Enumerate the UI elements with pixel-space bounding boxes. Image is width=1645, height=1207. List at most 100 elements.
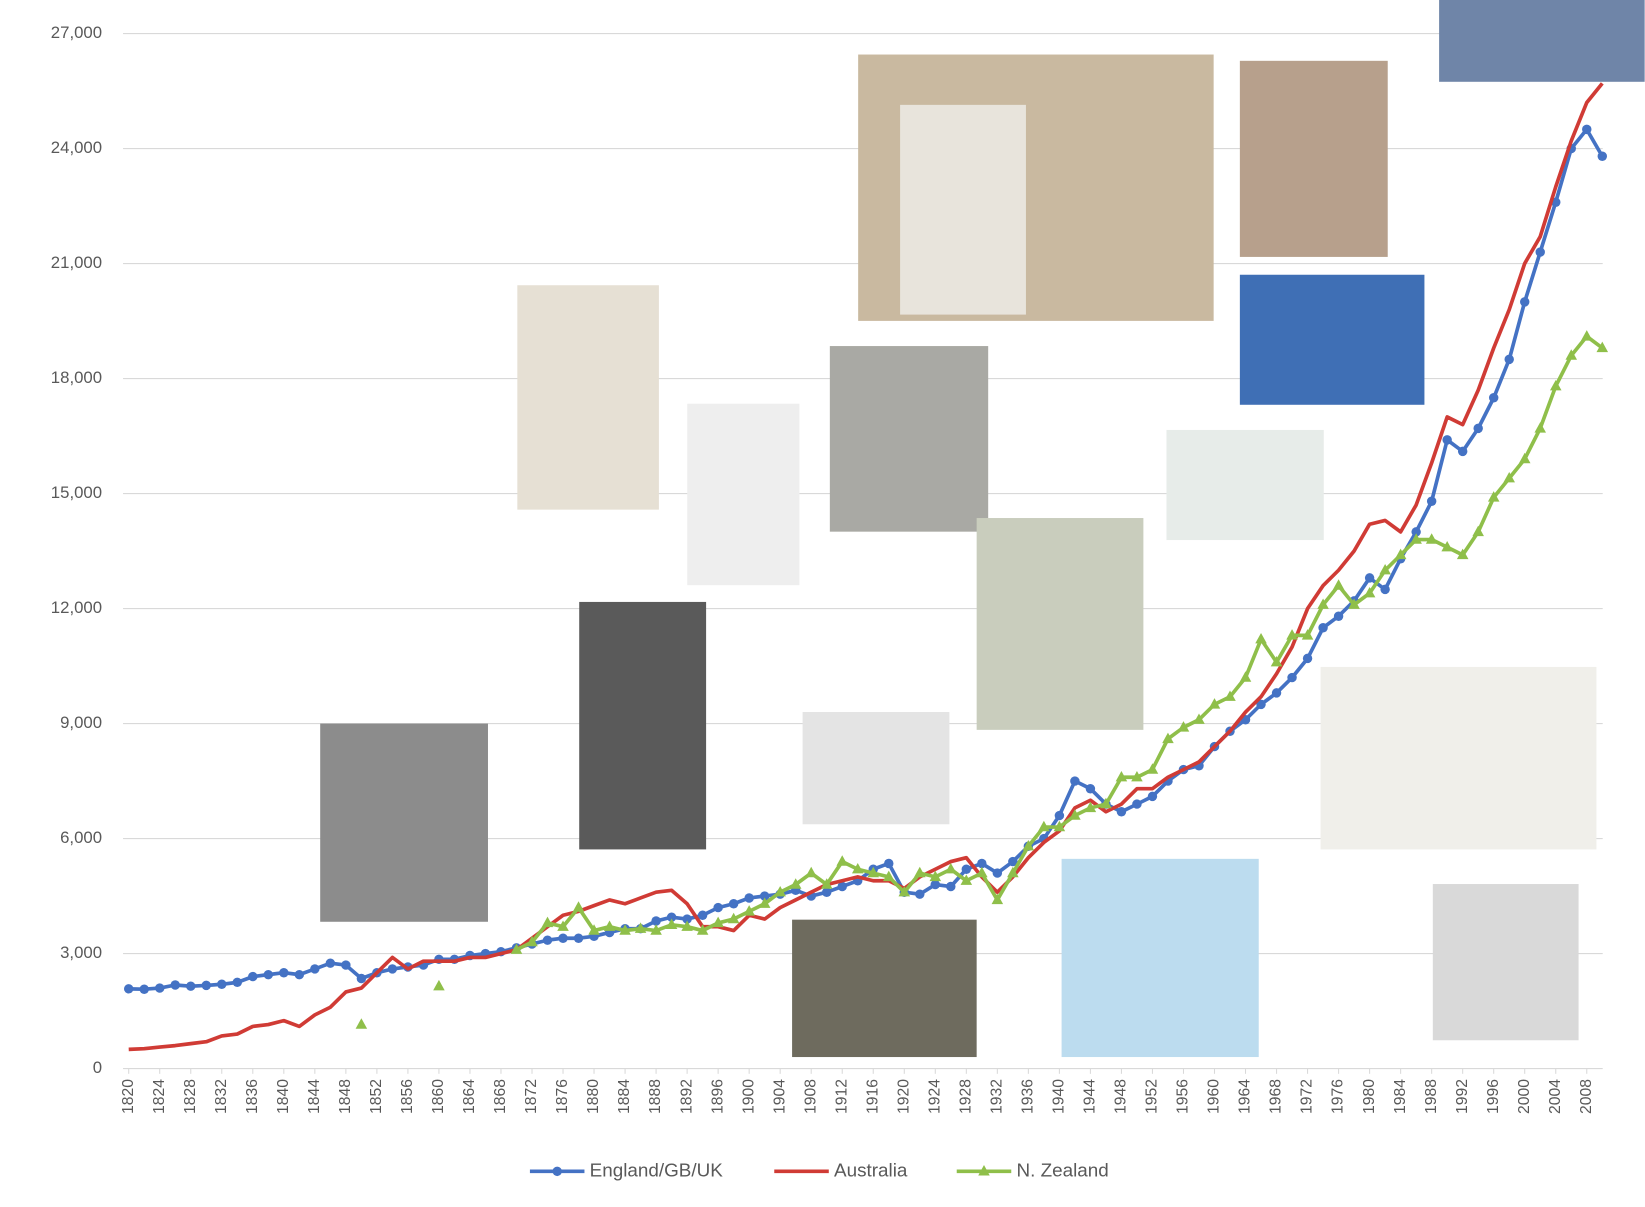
x-tick-label: 1936 — [1020, 1079, 1037, 1114]
point — [558, 934, 567, 943]
point — [1473, 424, 1482, 433]
point — [1055, 811, 1064, 820]
point — [1132, 799, 1141, 808]
point — [124, 984, 133, 993]
point — [171, 980, 180, 989]
toilet-image — [830, 346, 988, 532]
x-tick-label: 1916 — [864, 1079, 881, 1114]
point — [1333, 579, 1345, 589]
point — [1536, 247, 1545, 256]
train-image — [320, 724, 488, 922]
point — [744, 893, 753, 902]
x-tick-label: 1864 — [461, 1079, 478, 1114]
socket-image — [803, 712, 950, 824]
x-tick-label: 1944 — [1082, 1079, 1099, 1114]
x-tick-label: 1992 — [1454, 1079, 1471, 1114]
x-tick-label: 1884 — [616, 1079, 633, 1114]
point — [552, 1167, 561, 1176]
x-tick-label: 1928 — [957, 1079, 974, 1114]
x-tick-label: 2008 — [1578, 1079, 1595, 1114]
point — [388, 964, 397, 973]
point — [822, 888, 831, 897]
y-tick-label: 18,000 — [51, 368, 102, 387]
point — [356, 1018, 368, 1028]
legend-label: N. Zealand — [1017, 1159, 1109, 1180]
point — [1303, 654, 1312, 663]
x-tick-label: 1904 — [771, 1079, 788, 1114]
car-image — [792, 920, 977, 1057]
point — [1318, 623, 1327, 632]
point — [1458, 447, 1467, 456]
illustrations — [320, 0, 1644, 1057]
x-tick-label: 2004 — [1547, 1079, 1564, 1114]
point — [186, 981, 195, 990]
x-tick-label: 1860 — [430, 1079, 447, 1114]
x-tick-label: 1852 — [368, 1079, 385, 1114]
point — [713, 903, 722, 912]
point — [1365, 573, 1374, 582]
x-tick-label: 1824 — [151, 1079, 168, 1114]
lightbulb-image — [687, 404, 799, 585]
pills-image — [1166, 430, 1323, 540]
x-tick-label: 1932 — [988, 1079, 1005, 1114]
x-tick-label: 1964 — [1237, 1079, 1254, 1114]
mobile-phone-image — [1433, 884, 1579, 1040]
x-tick-label: 1968 — [1268, 1079, 1285, 1114]
y-tick-label: 0 — [93, 1058, 102, 1077]
point — [915, 889, 924, 898]
x-tick-label: 1912 — [833, 1079, 850, 1114]
y-tick-label: 27,000 — [51, 23, 102, 42]
point — [233, 978, 242, 987]
point — [202, 981, 211, 990]
solar-panel-image — [1439, 0, 1645, 82]
point — [248, 972, 257, 981]
point — [1534, 422, 1546, 432]
point — [1598, 152, 1607, 161]
penicillin-image — [977, 518, 1144, 730]
x-tick-label: 1924 — [926, 1079, 943, 1114]
x-tick-label: 1948 — [1113, 1079, 1130, 1114]
x-tick-label: 1900 — [740, 1079, 757, 1114]
chart: 03,0006,0009,00012,00015,00018,00021,000… — [0, 0, 1645, 1207]
point — [433, 980, 445, 990]
y-tick-label: 9,000 — [60, 713, 102, 732]
point — [326, 958, 335, 967]
point — [729, 899, 738, 908]
point — [1086, 784, 1095, 793]
y-tick-label: 24,000 — [51, 138, 102, 157]
x-tick-label: 1892 — [678, 1079, 695, 1114]
computer-image — [1321, 667, 1597, 849]
point — [1504, 355, 1513, 364]
point — [573, 901, 585, 911]
point — [574, 934, 583, 943]
x-tick-label: 1920 — [895, 1079, 912, 1114]
point — [295, 970, 304, 979]
page: {"chart_data":{"type":"line", "x":[1820,… — [0, 0, 1645, 1207]
point — [1334, 612, 1343, 621]
point — [310, 964, 319, 973]
point — [962, 865, 971, 874]
x-tick-label: 1844 — [306, 1079, 323, 1114]
container-image — [1240, 275, 1425, 405]
point — [1240, 671, 1252, 681]
x-tick-label: 1996 — [1485, 1079, 1502, 1114]
y-tick-label: 21,000 — [51, 253, 102, 272]
x-tick-label: 1960 — [1206, 1079, 1223, 1114]
y-tick-label: 6,000 — [60, 828, 102, 847]
x-tick-label: 1888 — [647, 1079, 664, 1114]
point — [139, 985, 148, 994]
point — [1287, 673, 1296, 682]
x-tick-label: 1856 — [399, 1079, 416, 1114]
x-tick-label: 1872 — [523, 1079, 540, 1114]
point — [914, 867, 926, 877]
x-tick-label: 1988 — [1423, 1079, 1440, 1114]
x-tick-label: 1840 — [275, 1079, 292, 1114]
y-tick-label: 3,000 — [60, 943, 102, 962]
x-tick-label: 1820 — [120, 1079, 137, 1114]
point — [1489, 393, 1498, 402]
legend-label: Australia — [834, 1159, 908, 1180]
x-tick-label: 1984 — [1392, 1079, 1409, 1114]
point — [1582, 125, 1591, 134]
point — [1117, 807, 1126, 816]
x-tick-label: 1876 — [554, 1079, 571, 1114]
